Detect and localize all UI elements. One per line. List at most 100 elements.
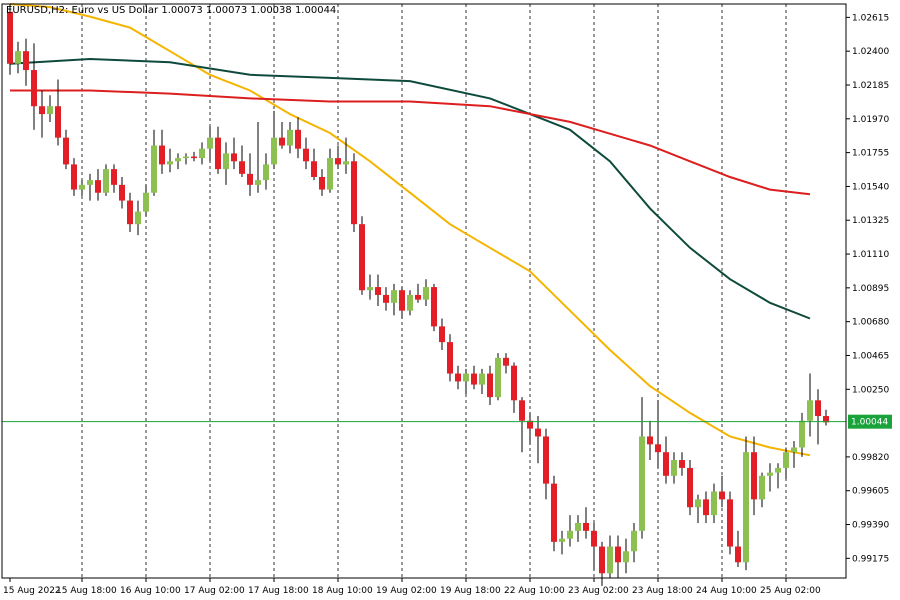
candle-body bbox=[671, 460, 677, 476]
candle-body bbox=[207, 137, 213, 149]
candle-body bbox=[455, 373, 461, 382]
candle bbox=[759, 472, 765, 508]
candle-body bbox=[167, 161, 173, 165]
candle bbox=[343, 137, 349, 174]
candle bbox=[527, 412, 533, 445]
candle-body bbox=[751, 452, 757, 500]
candle-body bbox=[71, 164, 77, 190]
candle bbox=[615, 535, 621, 578]
candle bbox=[815, 389, 821, 445]
candle-body bbox=[479, 373, 485, 385]
candle bbox=[23, 38, 29, 86]
candle-body bbox=[39, 106, 45, 115]
candle-body bbox=[79, 184, 85, 190]
candle bbox=[279, 121, 285, 149]
y-tick-label: 1.00680 bbox=[852, 318, 889, 328]
candle bbox=[327, 148, 333, 193]
candle-body bbox=[591, 530, 597, 547]
moving-average-line bbox=[9, 3, 811, 457]
candle-body bbox=[95, 180, 101, 193]
candle-body bbox=[703, 499, 709, 516]
candle bbox=[783, 447, 789, 479]
x-tick-label: 22 Aug 10:00 bbox=[504, 586, 565, 596]
candle-body bbox=[607, 546, 613, 574]
candle bbox=[399, 287, 405, 319]
y-tick-label: 1.00895 bbox=[852, 284, 889, 294]
y-tick-label: 0.99390 bbox=[852, 521, 889, 531]
candle bbox=[31, 43, 37, 130]
candle-body bbox=[663, 452, 669, 476]
candle bbox=[559, 530, 565, 555]
x-tick-label: 18 Aug 10:00 bbox=[312, 586, 373, 596]
candle-body bbox=[199, 148, 205, 159]
candle bbox=[567, 515, 573, 547]
candle bbox=[767, 463, 773, 492]
current-price-label: 1.00044 bbox=[848, 414, 892, 429]
candle-body bbox=[719, 491, 725, 500]
candle bbox=[295, 117, 301, 159]
candle-body bbox=[351, 161, 357, 225]
candle-body bbox=[303, 148, 309, 162]
candle bbox=[207, 126, 213, 162]
y-tick-label: 1.01970 bbox=[852, 115, 889, 125]
candle-body bbox=[7, 11, 13, 64]
candle bbox=[303, 137, 309, 170]
candle bbox=[799, 412, 805, 457]
candle bbox=[463, 368, 469, 395]
candle-body bbox=[647, 436, 653, 445]
candle-body bbox=[287, 129, 293, 146]
candle-body bbox=[815, 400, 821, 417]
y-tick-label: 1.01540 bbox=[852, 182, 889, 192]
candle-body bbox=[367, 287, 373, 291]
candle bbox=[671, 452, 677, 484]
y-tick-label: 1.02400 bbox=[852, 47, 889, 57]
candle bbox=[519, 397, 525, 453]
candle bbox=[143, 184, 149, 217]
candle bbox=[455, 365, 461, 390]
candle-body bbox=[575, 522, 581, 531]
candle-body bbox=[783, 452, 789, 468]
candle-body bbox=[511, 365, 517, 401]
candle bbox=[183, 153, 189, 165]
x-tick-label: 15 Aug 2022 bbox=[3, 586, 61, 596]
candle bbox=[575, 515, 581, 542]
x-tick-label: 17 Aug 18:00 bbox=[248, 586, 309, 596]
candlestick-series bbox=[7, 4, 829, 586]
candle bbox=[191, 151, 197, 162]
candle-body bbox=[679, 460, 685, 468]
candle-body bbox=[743, 452, 749, 563]
candle bbox=[703, 491, 709, 523]
candle bbox=[631, 522, 637, 563]
candle-body bbox=[271, 137, 277, 165]
candle-body bbox=[375, 287, 381, 295]
candle bbox=[471, 365, 477, 390]
candle bbox=[239, 145, 245, 177]
y-tick-label: 1.01325 bbox=[852, 216, 889, 226]
candle bbox=[223, 142, 229, 185]
candle bbox=[511, 362, 517, 413]
candle-body bbox=[767, 472, 773, 476]
candle bbox=[655, 400, 661, 468]
candle bbox=[127, 192, 133, 233]
y-tick-label: 1.02615 bbox=[852, 13, 889, 23]
candle bbox=[95, 169, 101, 201]
candle bbox=[623, 538, 629, 574]
candle bbox=[255, 121, 261, 193]
candle bbox=[599, 541, 605, 586]
candle-body bbox=[23, 51, 29, 71]
candle-body bbox=[543, 436, 549, 484]
candle-body bbox=[711, 491, 717, 516]
price-axis[interactable]: 1.02615 1.02400 1.02185 1.01970 1.01755 1.015… bbox=[846, 13, 889, 564]
candle-body bbox=[263, 164, 269, 181]
y-tick-label: 1.01110 bbox=[852, 250, 889, 260]
candle-body bbox=[759, 475, 765, 500]
candle bbox=[439, 318, 445, 350]
candle-body bbox=[727, 499, 733, 547]
candle bbox=[215, 126, 221, 174]
candle-body bbox=[799, 420, 805, 448]
candle-body bbox=[135, 211, 141, 225]
moving-average-line bbox=[10, 89, 811, 196]
candle-body bbox=[519, 400, 525, 421]
